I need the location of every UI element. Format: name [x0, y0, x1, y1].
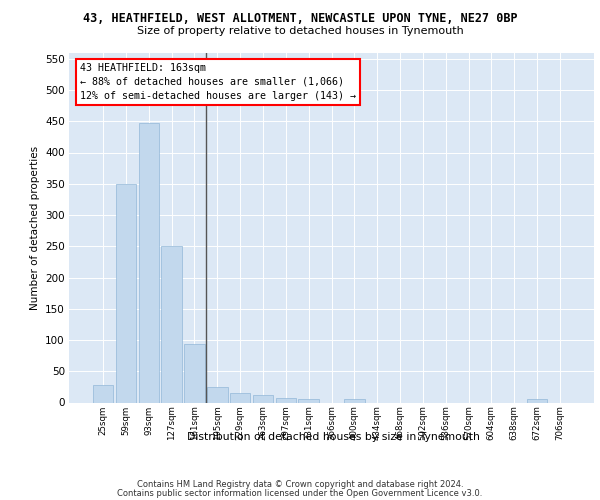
Bar	[161, 246, 182, 402]
Bar	[93, 385, 113, 402]
Text: 43, HEATHFIELD, WEST ALLOTMENT, NEWCASTLE UPON TYNE, NE27 0BP: 43, HEATHFIELD, WEST ALLOTMENT, NEWCASTL…	[83, 12, 517, 26]
Y-axis label: Number of detached properties: Number of detached properties	[29, 146, 40, 310]
Bar	[184, 344, 205, 403]
Bar	[230, 393, 250, 402]
Bar	[298, 399, 319, 402]
Text: 43 HEATHFIELD: 163sqm
← 88% of detached houses are smaller (1,066)
12% of semi-d: 43 HEATHFIELD: 163sqm ← 88% of detached …	[79, 63, 355, 101]
Text: Contains public sector information licensed under the Open Government Licence v3: Contains public sector information licen…	[118, 488, 482, 498]
Bar	[139, 123, 159, 402]
Text: Size of property relative to detached houses in Tynemouth: Size of property relative to detached ho…	[137, 26, 463, 36]
Bar	[527, 400, 547, 402]
Bar	[344, 400, 365, 402]
Text: Distribution of detached houses by size in Tynemouth: Distribution of detached houses by size …	[187, 432, 479, 442]
Bar	[253, 395, 273, 402]
Bar	[207, 387, 227, 402]
Bar	[116, 184, 136, 402]
Text: Contains HM Land Registry data © Crown copyright and database right 2024.: Contains HM Land Registry data © Crown c…	[137, 480, 463, 489]
Bar	[275, 398, 296, 402]
